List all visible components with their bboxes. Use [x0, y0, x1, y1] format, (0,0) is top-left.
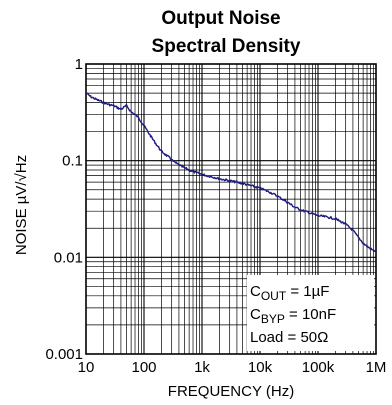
condition-line: Load = 50Ω	[250, 329, 328, 346]
x-tick-label: 100k	[302, 359, 335, 376]
chart-title: Output Noise Spectral Density	[152, 8, 301, 57]
conditions-box: COUT = 1µF CBYP = 10nF Load = 50Ω	[247, 275, 374, 351]
x-tick-label: 100	[131, 359, 156, 376]
x-tick-label: 1M	[366, 359, 387, 376]
x-tick-label: 10	[78, 359, 95, 376]
y-axis-label: NOISE µV/√Hz	[13, 155, 30, 255]
y-tick-labels: 1 0.1 0.01 0.001	[45, 56, 83, 363]
x-axis-label: FREQUENCY (Hz)	[168, 383, 294, 400]
chart-title-line-1: Output Noise	[161, 8, 280, 29]
plot-frame	[85, 63, 377, 355]
condition-line: COUT = 1µF	[250, 283, 329, 303]
x-tick-labels: 10 100 1k 10k 100k 1M	[78, 359, 387, 376]
chart-title-line-2: Spectral Density	[152, 36, 301, 57]
y-tick-label: 1	[75, 56, 83, 73]
x-tick-label: 1k	[194, 359, 210, 376]
series-group	[85, 92, 377, 252]
conditions-text: COUT = 1µF CBYP = 10nF Load = 50Ω	[250, 283, 336, 346]
conditions-box-background	[247, 275, 374, 351]
y-tick-label: 0.001	[45, 346, 83, 363]
series-line-0	[85, 92, 377, 252]
y-tick-label: 0.1	[62, 153, 83, 170]
y-tick-label: 0.01	[54, 249, 83, 266]
condition-line: CBYP = 10nF	[250, 306, 336, 326]
x-tick-label: 10k	[248, 359, 273, 376]
